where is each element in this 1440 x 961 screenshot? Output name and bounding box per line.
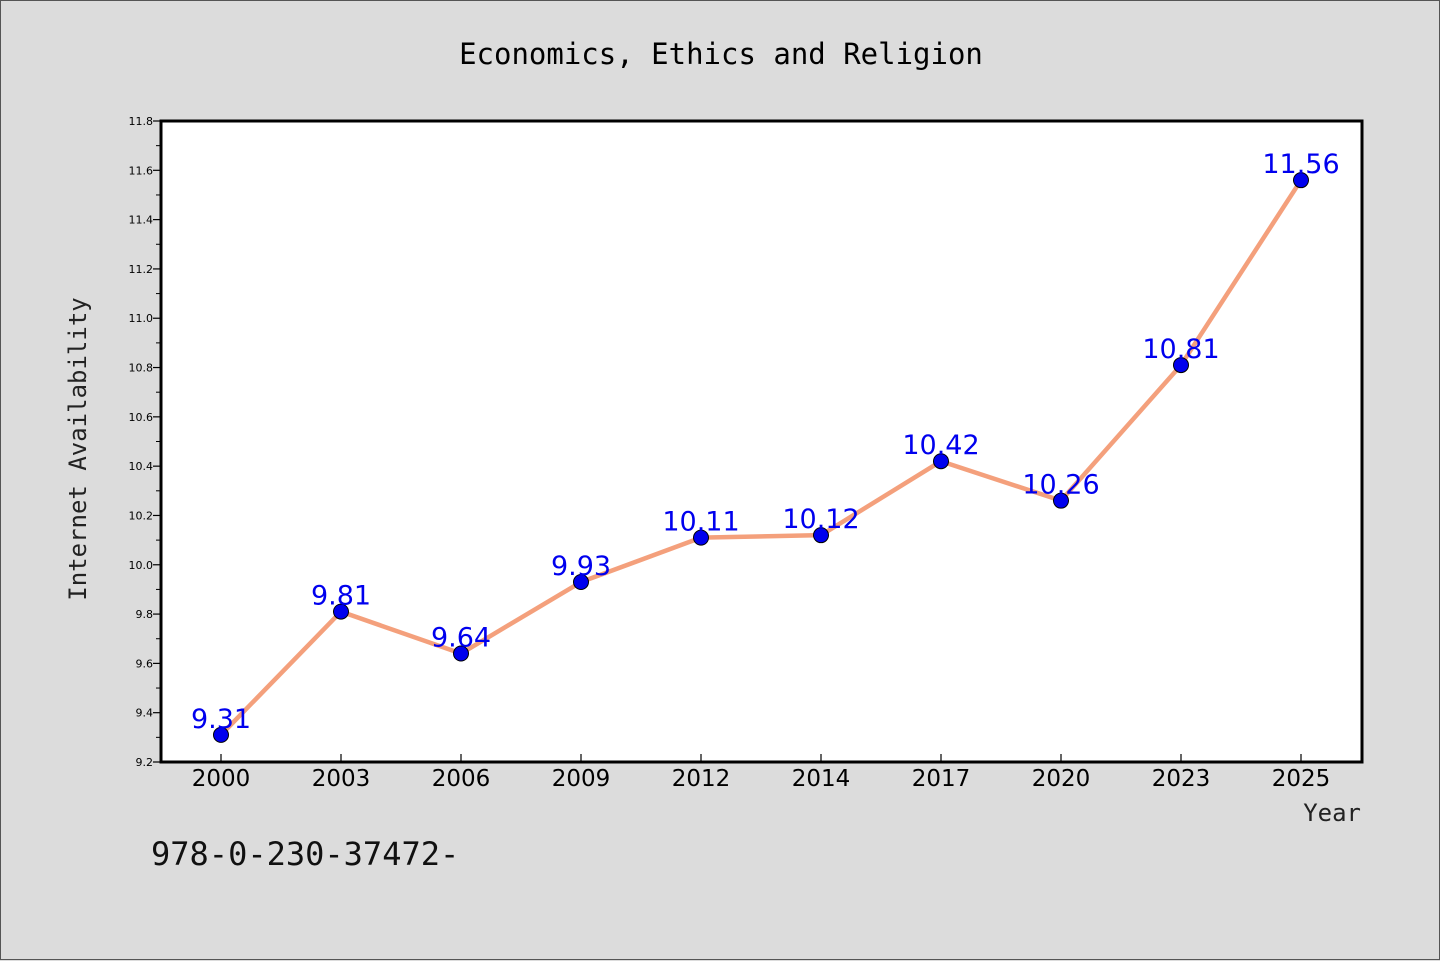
x-tick-label: 2023 [1152,766,1211,792]
y-tick-label: 11.4 [129,214,154,227]
data-point [453,645,469,662]
y-tick-label: 9.2 [136,756,154,769]
y-tick-label: 10.6 [129,411,154,424]
data-point [333,603,349,620]
y-axis: 9.2 9.4 9.6 9.8 10.0 10.2 10.4 10.6 10.8 11.0 11.2… [129,115,161,769]
y-tick-label: 9.8 [136,608,154,621]
y-tick-label: 11.0 [129,312,154,325]
data-point [1173,357,1189,374]
x-tick-label: 2020 [1032,766,1091,792]
chart-title: Economics, Ethics and Religion [459,37,983,71]
x-axis-label: Year [1303,799,1361,827]
data-label: 10.12 [782,504,859,535]
y-axis-label: Internet Availability [64,297,92,600]
footer-text: 978-0-230-37472- [151,835,459,873]
y-tick-label: 10.2 [129,509,154,522]
data-label: 10.26 [1022,470,1099,501]
data-point [1293,172,1309,189]
y-tick-label: 9.6 [136,657,154,670]
data-label: 9.93 [551,551,611,582]
y-tick-label: 10.4 [129,460,154,473]
x-tick-label: 2009 [552,766,611,792]
data-label: 10.81 [1142,334,1219,365]
x-tick-label: 2012 [672,766,731,792]
y-tick-label: 11.2 [129,263,154,276]
y-tick-label: 10.8 [129,362,154,375]
x-tick-label: 2003 [312,766,371,792]
x-tick-label: 2025 [1272,766,1331,792]
y-tick-label: 11.6 [129,164,154,177]
data-point [693,529,709,546]
data-labels: 9.31 9.81 9.64 9.93 10.11 10.12 10.42 10.26 10.8… [191,149,1340,735]
data-label: 9.31 [191,704,251,735]
y-tick-label: 10.0 [129,559,154,572]
x-tick-label: 2017 [912,766,971,792]
data-point [813,527,829,544]
plot-area [159,119,1364,764]
data-label: 11.56 [1262,149,1339,180]
data-label: 10.11 [662,507,739,538]
data-label: 9.81 [311,581,371,612]
y-tick-label: 9.4 [136,707,154,720]
data-point [573,574,589,591]
data-label: 10.42 [902,430,979,461]
data-point [933,453,949,470]
data-point [1053,492,1069,509]
y-tick-label: 11.8 [129,115,154,128]
series-1 [213,172,1309,743]
data-label: 9.64 [431,623,491,654]
data-point [213,726,229,743]
x-tick-label: 2000 [192,766,251,792]
series-line [219,178,1303,737]
x-axis: 2000 2003 2006 2009 2012 2014 2017 2020 2023 2025 [192,754,1331,792]
x-tick-label: 2006 [432,766,491,792]
x-tick-label: 2014 [792,766,851,792]
